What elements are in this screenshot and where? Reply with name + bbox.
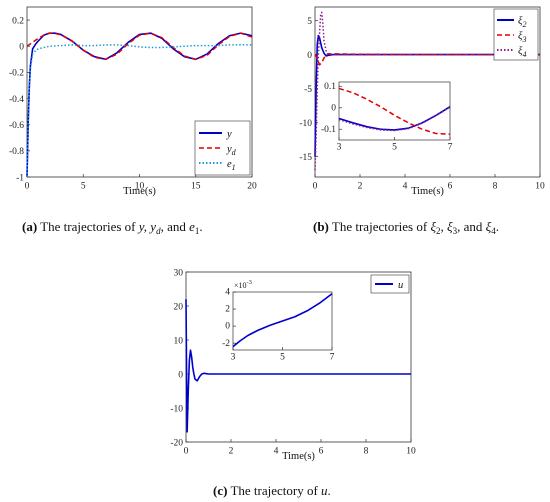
panel-c-inset-ytick-label: 4 (225, 288, 230, 298)
panel-b-inset-series (338, 87, 451, 135)
panel-b-xtick-label: 8 (493, 182, 498, 192)
panel-c-ytick-label: 0 (178, 370, 183, 380)
legend-xi3-label: ξ3 (518, 31, 527, 44)
panel-b-inset-ytick-label: 0.1 (324, 82, 336, 92)
panel-a-ytick-label: 0.2 (12, 16, 24, 26)
caption-b: (b) The trajectories of ξ2, ξ3, and ξ4. (313, 219, 499, 236)
panel-b-ytick-label: -15 (299, 153, 312, 163)
panel-b-xtick-label: 0 (313, 182, 318, 192)
panel-c-ytick-label: -10 (170, 404, 183, 414)
panel-b-ticks: 0 2 4 6 8 10 5 0 -5 -10 -15 (299, 17, 545, 192)
panel-b-ytick-label: 5 (307, 17, 312, 27)
panel-c-inset-ticks: 3 5 7 4 2 0 -2 (222, 288, 335, 363)
panel-c-xlabel: Time(s) (282, 451, 315, 462)
panel-a-series-1 (26, 32, 253, 61)
panel-b-inset-ticks: 3 5 7 0.1 0 -0.1 (321, 82, 453, 153)
legend-e1-label: e1 (227, 159, 236, 172)
panel-c-xtick-label: 0 (184, 447, 189, 457)
panel-a-xtick-label: 20 (247, 182, 257, 192)
panel-c-inset-xtick-label: 7 (330, 353, 335, 363)
panel-c-xtick-label: 10 (406, 447, 416, 457)
panel-b-inset: 3 5 7 0.1 0 -0.1 (321, 81, 453, 153)
panel-a-xtick-label: 15 (191, 182, 201, 192)
panel-b-ytick-label: -10 (299, 119, 312, 129)
panel-a-ytick-label: -0.8 (9, 147, 24, 157)
panel-b-inset-series-1 (338, 87, 451, 135)
legend-y-label: y (226, 129, 232, 140)
panel-b-inset-xtick-label: 7 (448, 143, 453, 153)
panel-a-legend: y yd e1 (194, 120, 251, 176)
panel-c-inset-ytick-label: -2 (222, 339, 230, 349)
panel-a-ytick-label: -0.2 (9, 69, 24, 79)
panel-a-legend-box (194, 120, 251, 176)
panel-b-legend: ξ2 ξ3 ξ4 (493, 8, 539, 61)
panel-b-ytick-label: 0 (307, 51, 312, 61)
caption-a-var-yd: y (148, 219, 156, 234)
panel-b-xtick-label: 2 (358, 182, 363, 192)
panel-a: 0 5 10 15 20 0.2 0 -0.2 -0.4 -0.6 -0.8 -1 Time(s) y… (9, 6, 257, 236)
panel-a-ytick-label: -1 (16, 173, 24, 183)
panel-c-inset-xtick-label: 3 (231, 353, 236, 363)
panel-a-ytick-label: 0 (19, 43, 24, 53)
panel-c-xtick-label: 4 (274, 447, 279, 457)
panel-c-xtick-label: 2 (229, 447, 234, 457)
panel-c-ytick-label: -20 (170, 438, 183, 448)
panel-c-inset-series (232, 293, 333, 348)
panel-b-series (314, 11, 540, 171)
panel-c-inset-series-0 (232, 293, 333, 348)
panel-c-xtick-label: 6 (319, 447, 324, 457)
panel-b-series-2 (314, 11, 540, 171)
legend-xi2-label: ξ2 (518, 16, 527, 29)
panel-a-xtick-label: 10 (135, 182, 145, 192)
panel-c-inset: 3 5 7 4 2 0 -2 ×10-3 (222, 279, 335, 363)
panel-a-ytick-label: -0.6 (9, 121, 24, 131)
panel-b-inset-ytick-label: -0.1 (321, 125, 336, 135)
panel-b-xtick-label: 6 (448, 182, 453, 192)
panel-b-inset-xtick-label: 5 (392, 143, 397, 153)
caption-a-var-y: y, (137, 219, 147, 234)
panel-b-inset-ytick-label: 0 (331, 103, 336, 113)
legend-u-label: u (398, 280, 403, 291)
panel-a-series (26, 32, 253, 178)
panel-c-series-0 (185, 299, 411, 433)
panel-b-series-0 (314, 34, 540, 157)
panel-a-xtick-label: 0 (25, 182, 30, 192)
caption-c: (c) The trajectory of u. (213, 483, 331, 498)
panel-b: 0 2 4 6 8 10 5 0 -5 -10 -15 Time(s) ξ2 ξ3 ξ4 3 5 7 0.… (299, 6, 545, 236)
legend-yd-label: yd (226, 144, 237, 157)
legend-xi4-label: ξ4 (518, 46, 527, 59)
panel-b-inset-xtick-label: 3 (337, 143, 342, 153)
panel-b-inset-plot-area (338, 81, 451, 141)
caption-a: (a) The trajectories of y, yd, and e1. (22, 219, 203, 236)
panel-c-legend: u (370, 274, 410, 294)
panel-a-xlabel: Time(s) (123, 186, 156, 197)
panel-c-inset-ytick-label: 2 (225, 305, 230, 315)
panel-c-series (185, 299, 411, 433)
panel-b-xtick-label: 4 (403, 182, 408, 192)
panel-a-ytick-label: -0.4 (9, 95, 24, 105)
panel-c-ytick-label: 20 (174, 302, 184, 312)
panel-b-inset-series-2 (338, 106, 451, 132)
panel-a-xtick-label: 5 (81, 182, 86, 192)
panel-c-ytick-label: 30 (174, 268, 184, 278)
panel-c-inset-ytick-label: 0 (225, 322, 230, 332)
panel-b-xlabel: Time(s) (411, 186, 444, 197)
panel-c-ytick-label: 10 (174, 336, 184, 346)
panel-b-ytick-label: -5 (304, 85, 312, 95)
panel-c-inset-exponent: ×10-3 (234, 279, 252, 290)
panel-c-inset-xtick-label: 5 (280, 353, 285, 363)
panel-b-xtick-label: 10 (535, 182, 545, 192)
panel-c-xtick-label: 8 (364, 447, 369, 457)
